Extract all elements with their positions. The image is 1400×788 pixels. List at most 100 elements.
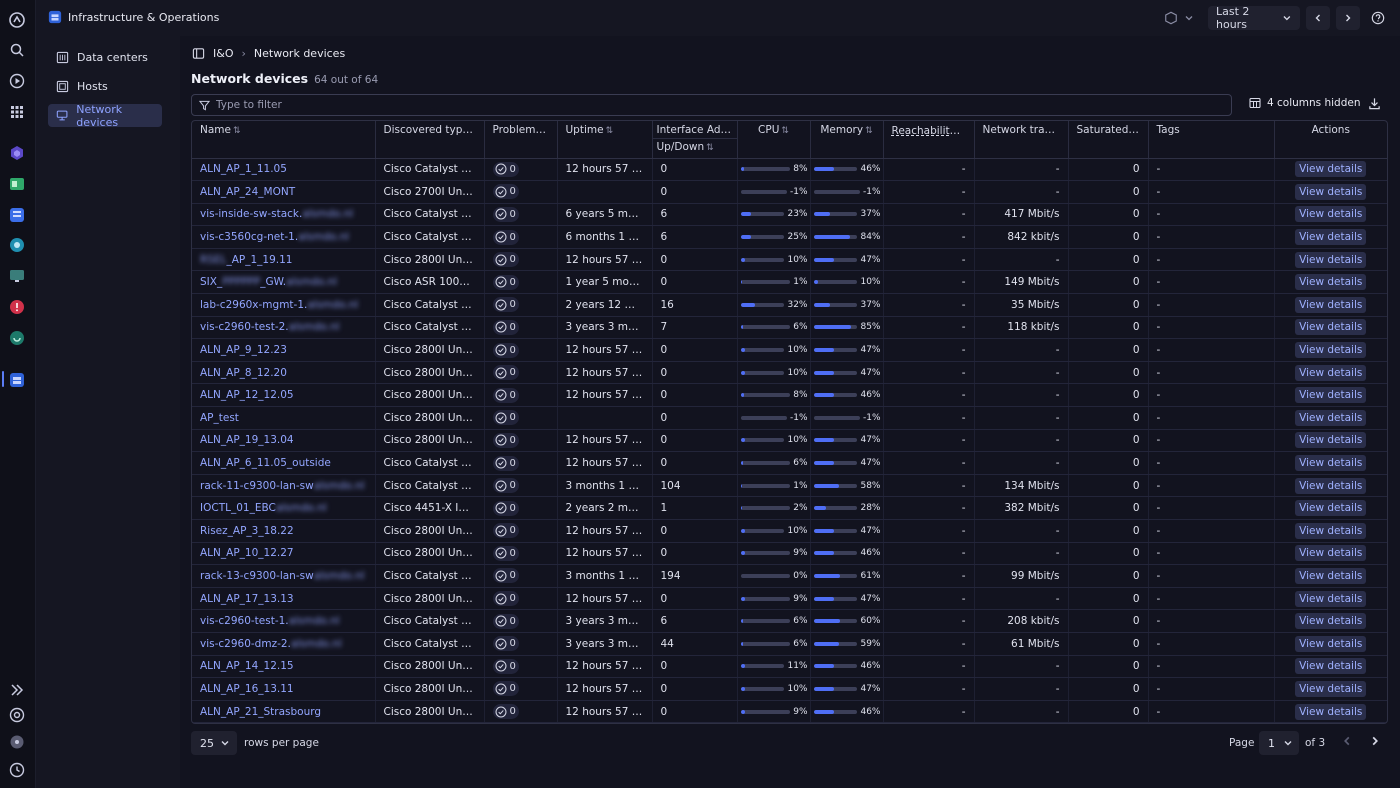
play-icon[interactable] [8,72,26,90]
device-name-link[interactable]: ALN_AP_10_12.27 [192,542,376,566]
infrastructure-app-icon[interactable] [8,371,26,389]
problems-badge[interactable]: 0 [492,410,519,426]
dashboard-app-icon[interactable] [8,175,26,193]
view-details-button[interactable]: View details [1295,703,1367,720]
column-header-memory[interactable]: Memory ⇅ [810,121,884,159]
table-row[interactable]: lab-c2960x-mgmt-1.alsmdo.nl Cisco Catalys… [192,293,1387,317]
table-row[interactable]: vis-c2960-dmz-2.alsmdo.nl Cisco Catalyst … [192,632,1387,656]
column-header-problems[interactable]: Problems ↓ [484,121,558,159]
timeframe-previous-button[interactable] [1306,6,1330,30]
next-page-button[interactable] [1369,735,1381,750]
problems-badge[interactable]: 0 [492,478,519,494]
view-details-button[interactable]: View details [1295,206,1367,223]
table-row[interactable]: vis-c3560cg-net-1.alsmdo.nl Cisco Catalys… [192,225,1387,249]
sidebar-item-network-devices[interactable]: Network devices [48,103,162,129]
problems-badge[interactable]: 0 [492,613,519,629]
device-name-link[interactable]: ALN_AP_19_13.04 [192,429,376,453]
view-details-button[interactable]: View details [1295,161,1367,178]
problems-badge[interactable]: 0 [492,455,519,471]
column-header-tags[interactable]: Tags [1148,121,1275,159]
toggle-sidebar-icon[interactable] [192,47,205,60]
previous-page-button[interactable] [1341,735,1353,750]
problems-badge[interactable]: 0 [492,297,519,313]
view-details-button[interactable]: View details [1295,680,1367,697]
view-details-button[interactable]: View details [1295,432,1367,449]
device-name-link[interactable]: vis-c3560cg-net-1.alsmdo.nl [192,225,376,249]
problems-badge[interactable]: 0 [492,274,519,290]
sidebar-item-hosts[interactable]: Hosts [48,75,162,98]
view-details-button[interactable]: View details [1295,229,1367,246]
problems-badge[interactable]: 0 [492,161,519,177]
view-details-button[interactable]: View details [1295,658,1367,675]
device-name-link[interactable]: vis-c2960-test-2.alsmdo.nl [192,316,376,340]
help-support-icon[interactable] [8,706,26,724]
device-name-link[interactable]: ALN_AP_9_12.23 [192,338,376,362]
device-name-link[interactable]: ALN_AP_21_Strasbourg [192,700,376,723]
device-name-link[interactable]: rack-13-c9300-lan-swalsmdo.nl [192,564,376,588]
table-row[interactable]: rack-11-c9300-lan-swalsmdo.nl Cisco Catal… [192,474,1387,498]
column-header-uptime[interactable]: Uptime ⇅ [557,121,653,159]
problems-badge[interactable]: 0 [492,184,519,200]
problems-app-icon[interactable] [8,298,26,316]
problems-badge[interactable]: 0 [492,704,519,720]
problems-badge[interactable]: 0 [492,387,519,403]
device-name-link[interactable]: lab-c2960x-mgmt-1.alsmdo.nl [192,293,376,317]
filter-input[interactable] [216,99,1116,111]
notebook-app-icon[interactable] [8,206,26,224]
page-select[interactable]: 1 [1259,731,1299,755]
device-name-link[interactable]: ALN_AP_16_13.11 [192,677,376,701]
column-header-saturated[interactable]: Saturated... ⇅ [1068,121,1149,159]
device-name-link[interactable]: ALN_AP_24_MONT [192,180,376,204]
problems-badge[interactable]: 0 [492,636,519,652]
device-name-link[interactable]: ALN_AP_12_12.05 [192,383,376,408]
download-button[interactable] [1368,97,1381,113]
view-details-button[interactable]: View details [1295,409,1367,426]
view-details-button[interactable]: View details [1295,387,1367,404]
table-row[interactable]: rack-13-c9300-lan-swalsmdo.nl Cisco Catal… [192,564,1387,588]
kubernetes-app-icon[interactable] [8,236,26,254]
view-details-button[interactable]: View details [1295,274,1367,291]
table-row[interactable]: ALN_AP_21_Strasbourg Cisco 2800I Unified … [192,700,1387,723]
logs-app-icon[interactable] [8,329,26,347]
rows-per-page-select[interactable]: 25 [191,731,237,755]
view-details-button[interactable]: View details [1295,635,1367,652]
problems-badge[interactable]: 0 [492,500,519,516]
device-name-link[interactable]: ALN_AP_14_12.15 [192,655,376,679]
problems-badge[interactable]: 0 [492,658,519,674]
breadcrumb-root-link[interactable]: I&O [213,47,234,60]
column-header-interface-admin[interactable]: Interface Admi... Up/Down ⇅ [652,121,738,159]
problems-badge[interactable]: 0 [492,206,519,222]
apps-grid-icon[interactable] [8,103,26,121]
device-name-link[interactable]: rack-11-c9300-lan-swalsmdo.nl [192,474,376,498]
search-icon[interactable] [8,41,26,59]
help-button[interactable] [1366,6,1390,30]
dynatrace-logo-icon[interactable] [8,11,26,29]
view-details-button[interactable]: View details [1295,183,1367,200]
monitor-app-icon[interactable] [8,267,26,285]
problems-badge[interactable]: 0 [492,523,519,539]
view-details-button[interactable]: View details [1295,296,1367,313]
segment-selector-button[interactable] [1156,6,1202,30]
problems-badge[interactable]: 0 [492,545,519,561]
table-row[interactable]: ALN_AP_6_11.05_outside Cisco Catalyst Wir… [192,451,1387,475]
cube-app-icon[interactable] [8,144,26,162]
column-header-cpu[interactable]: CPU ⇅ [737,121,811,159]
table-row[interactable]: vis-inside-sw-stack.alsmdo.nl Cisco Catal… [192,203,1387,227]
problems-badge[interactable]: 0 [492,342,519,358]
device-name-link[interactable]: ALN_AP_17_13.13 [192,587,376,611]
device-name-link[interactable]: ALN_AP_8_12.20 [192,361,376,385]
view-details-button[interactable]: View details [1295,251,1367,268]
device-name-link[interactable]: ALN_AP_6_11.05_outside [192,451,376,475]
problems-badge[interactable]: 0 [492,319,519,335]
view-details-button[interactable]: View details [1295,477,1367,494]
